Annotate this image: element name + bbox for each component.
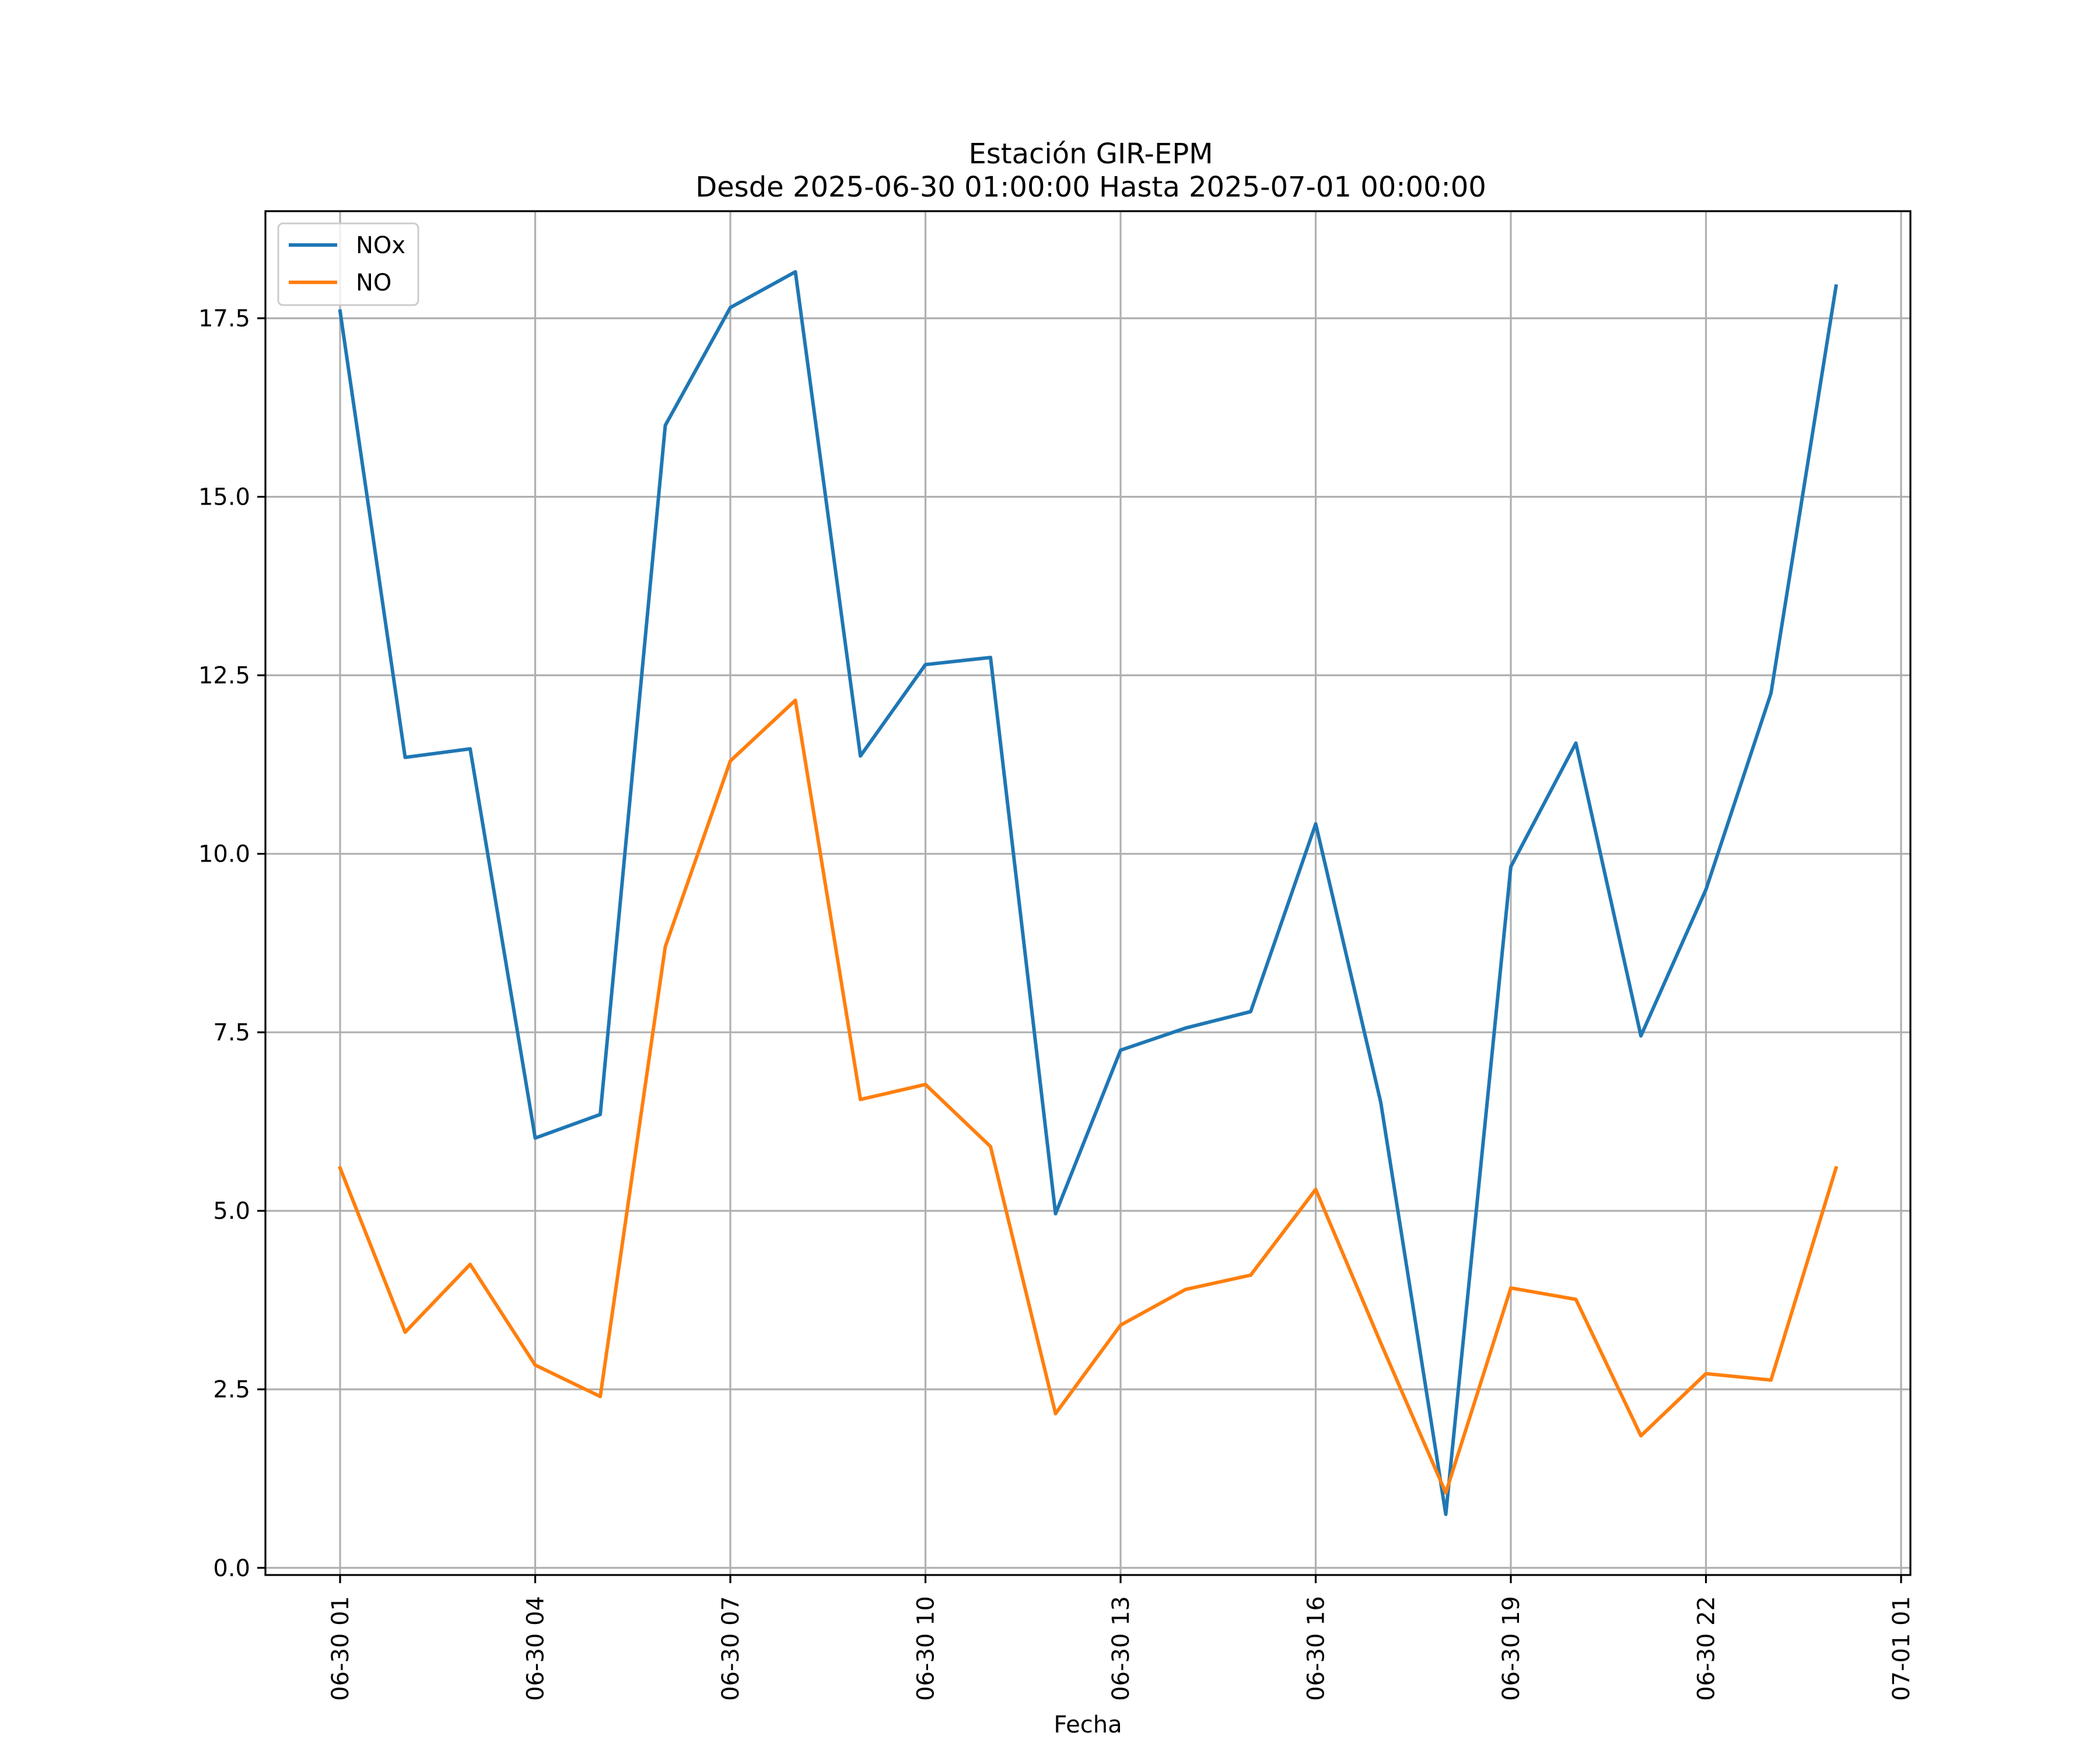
legend-label-no: NO <box>356 270 391 296</box>
legend-label-nox: NOx <box>356 232 405 259</box>
x-tick-label: 06-30 01 <box>327 1596 354 1701</box>
x-tick-label: 06-30 10 <box>913 1596 940 1701</box>
x-tick-label: 06-30 22 <box>1693 1596 1720 1701</box>
axes-frame <box>264 210 1912 1576</box>
y-tick-label: 5.0 <box>213 1198 250 1225</box>
y-tick-label: 2.5 <box>213 1377 250 1404</box>
series-line-no <box>338 698 1839 1495</box>
series-lines <box>338 270 1839 1516</box>
x-tick-label: 06-30 19 <box>1498 1596 1525 1701</box>
y-tick-label: 17.5 <box>198 306 250 332</box>
axis-ticks: 06-30 01 06-30 04 06-30 07 06-30 10 06-30 13… <box>198 306 1915 1701</box>
y-tick-label: 15.0 <box>198 484 250 511</box>
legend: NOx NO <box>277 222 419 306</box>
x-axis-label: Fecha <box>1054 1712 1122 1738</box>
y-tick-label: 12.5 <box>198 663 250 690</box>
chart-subtitle: Desde 2025-06-30 01:00:00 Hasta 2025-07-… <box>695 171 1486 204</box>
x-tick-label: 07-01 01 <box>1888 1596 1915 1701</box>
y-tick-label: 7.5 <box>213 1020 250 1046</box>
series-line-nox <box>338 270 1838 1516</box>
y-tick-label: 0.0 <box>213 1555 250 1582</box>
chart-title: Estación GIR-EPM <box>968 138 1213 170</box>
x-tick-label: 06-30 16 <box>1303 1596 1330 1701</box>
x-tick-label: 06-30 07 <box>718 1596 744 1701</box>
grid <box>265 211 1910 1575</box>
x-tick-label: 06-30 13 <box>1108 1596 1135 1701</box>
y-tick-label: 10.0 <box>198 841 250 868</box>
x-tick-label: 06-30 04 <box>523 1596 550 1701</box>
